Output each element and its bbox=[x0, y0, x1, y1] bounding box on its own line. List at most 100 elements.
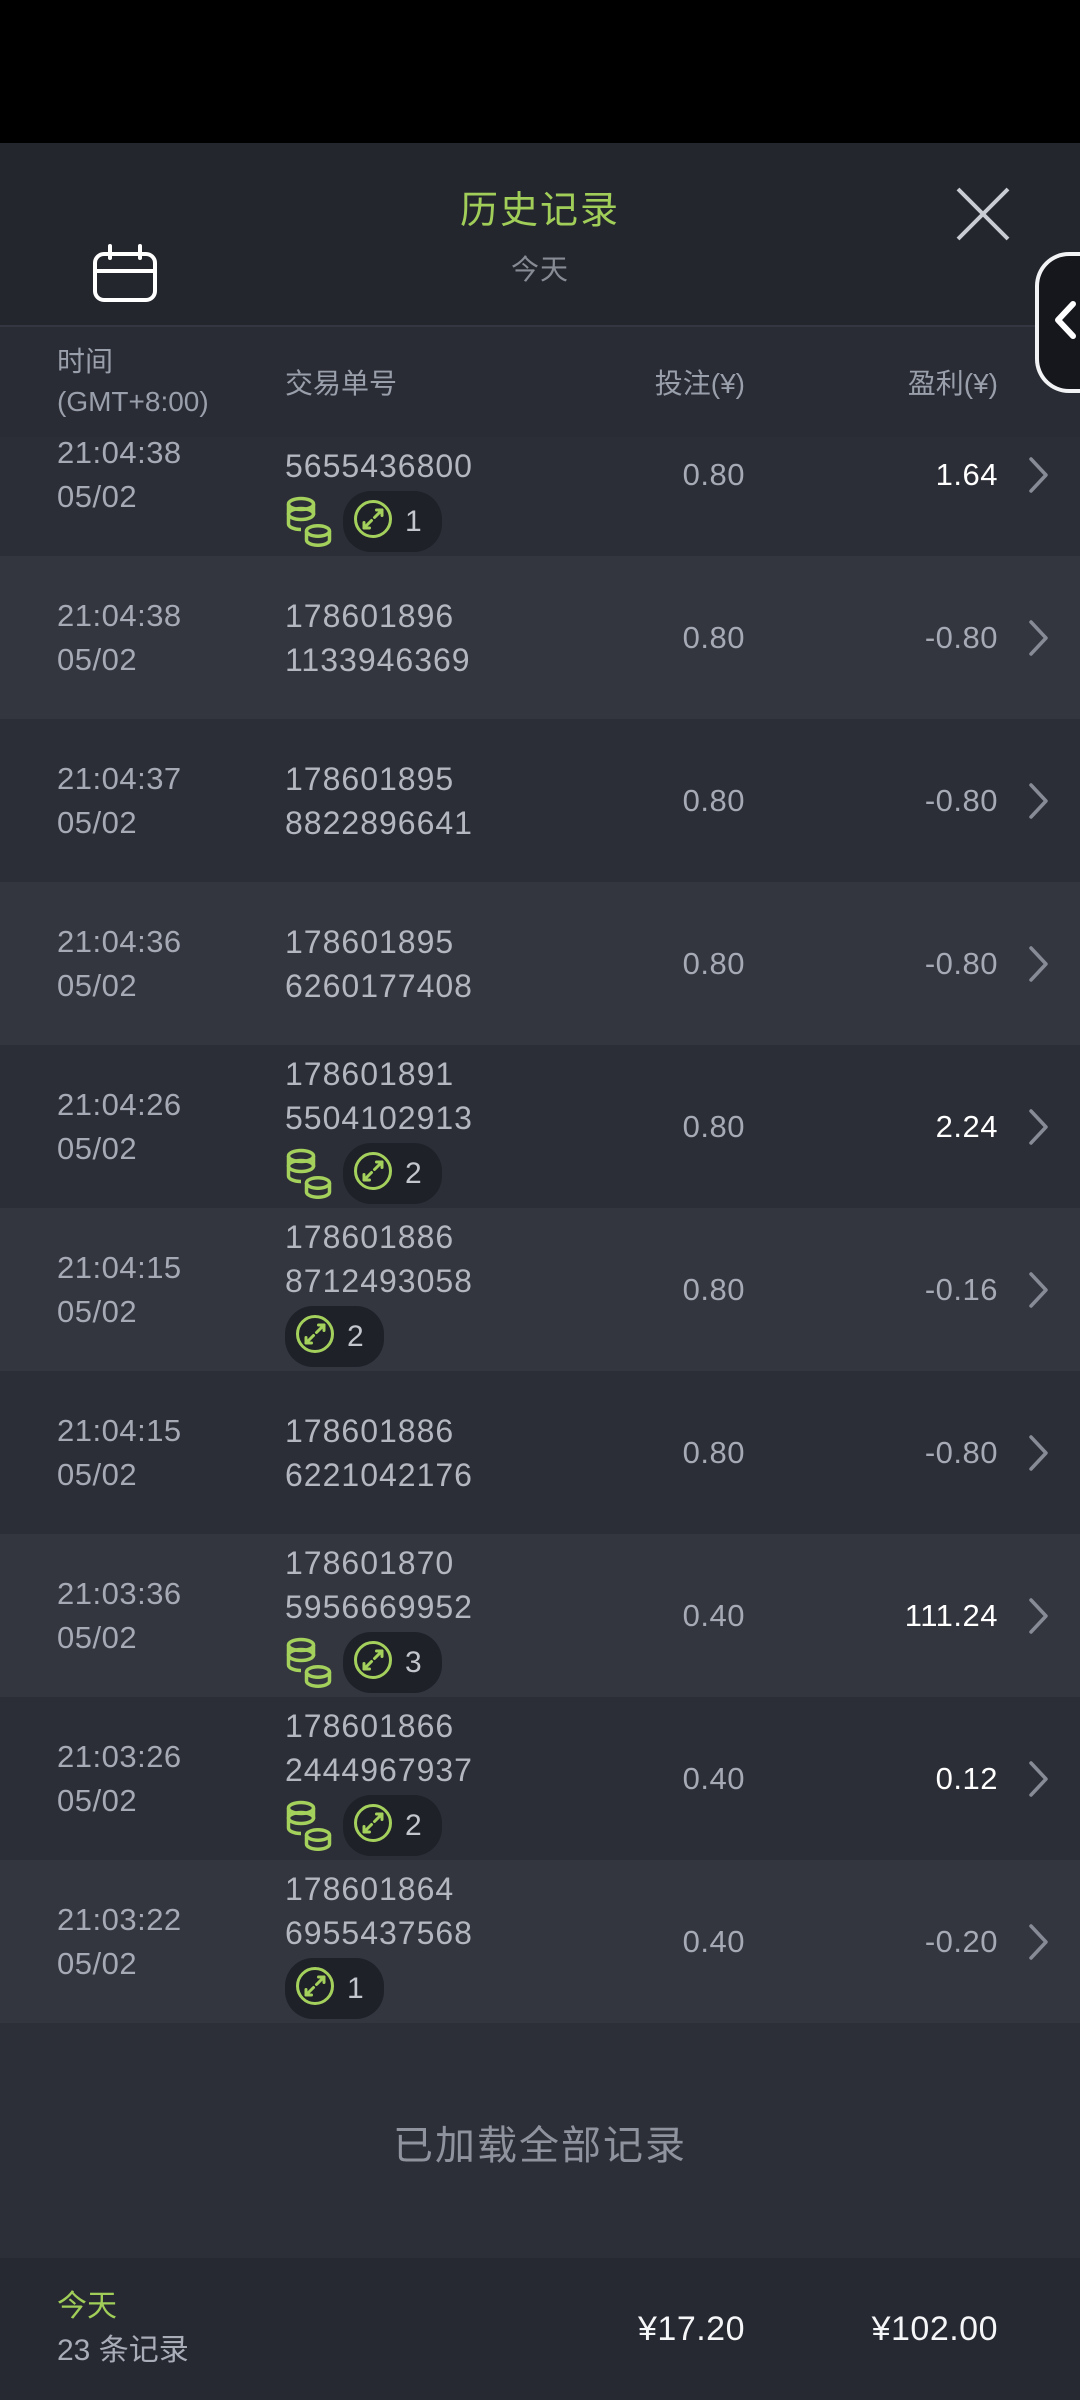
row-order-number: 178601886 6221042176 bbox=[285, 1412, 473, 1493]
close-button[interactable] bbox=[952, 183, 1014, 245]
row-profit: 0.12 bbox=[935, 1760, 998, 1796]
table-row[interactable]: 21:04:37 05/02 178601895 8822896641 0.80… bbox=[0, 719, 1080, 882]
rounds-badge: 2 bbox=[343, 1143, 442, 1204]
row-profit: -0.16 bbox=[924, 1271, 998, 1307]
column-time: 时间 (GMT+8:00) bbox=[57, 346, 209, 417]
row-profit: -0.80 bbox=[924, 619, 998, 655]
coins-icon bbox=[285, 1636, 333, 1690]
chevron-right-icon bbox=[998, 1432, 1080, 1474]
row-time: 21:04:15 05/02 bbox=[57, 1412, 182, 1492]
rounds-count: 3 bbox=[405, 1645, 422, 1679]
row-order-number: 178601895 6260177408 bbox=[285, 923, 473, 1004]
footer-day-block: 今天 23 条记录 bbox=[57, 2285, 595, 2373]
table-row[interactable]: 21:03:36 05/02 178601870 5956669952 bbox=[0, 1534, 1080, 1697]
column-header-row: 时间 (GMT+8:00) 交易单号 投注(¥) 盈利(¥) bbox=[0, 325, 1080, 437]
rounds-count: 2 bbox=[347, 1319, 364, 1353]
rounds-badge: 2 bbox=[285, 1306, 384, 1367]
row-badges: 2 bbox=[285, 1795, 595, 1856]
chevron-right-icon bbox=[998, 943, 1080, 985]
row-profit: 1.64 bbox=[935, 456, 998, 492]
row-order-number: 178601886 8712493058 bbox=[285, 1215, 595, 1367]
trade-arrows-icon bbox=[351, 1149, 395, 1198]
row-time: 21:04:38 05/02 bbox=[57, 597, 182, 677]
trade-arrows-icon bbox=[351, 1801, 395, 1850]
footer-day-label: 今天 bbox=[57, 2290, 117, 2323]
row-profit: 111.24 bbox=[904, 1597, 998, 1633]
row-time: 21:04:15 05/02 bbox=[57, 1249, 182, 1329]
trade-arrows-icon bbox=[293, 1964, 337, 2013]
row-badges: 2 bbox=[285, 1143, 595, 1204]
table-row[interactable]: 21:03:22 05/02 178601864 6955437568 bbox=[0, 1860, 1080, 2023]
history-list: 21:04:38 05/02 178601896 5655436800 bbox=[0, 393, 1080, 2023]
table-row[interactable]: 21:04:36 05/02 178601895 6260177408 0.80… bbox=[0, 882, 1080, 1045]
chevron-right-icon bbox=[998, 1269, 1080, 1311]
row-profit: -0.80 bbox=[924, 782, 998, 818]
rounds-count: 2 bbox=[405, 1156, 422, 1190]
footer-bet-total: ¥17.20 bbox=[638, 2309, 745, 2348]
column-profit: 盈利(¥) bbox=[907, 368, 998, 399]
rounds-badge: 2 bbox=[343, 1795, 442, 1856]
title-bar: 历史记录 今天 bbox=[0, 143, 1080, 325]
chevron-right-icon bbox=[998, 1106, 1080, 1148]
coins-icon bbox=[285, 1799, 333, 1853]
row-time: 21:03:36 05/02 bbox=[57, 1575, 182, 1655]
row-order-number: 178601895 8822896641 bbox=[285, 760, 473, 841]
row-bet: 0.80 bbox=[682, 782, 745, 818]
footer-profit-total: ¥102.00 bbox=[871, 2309, 998, 2348]
coins-icon bbox=[285, 495, 333, 549]
row-time: 21:04:26 05/02 bbox=[57, 1086, 182, 1166]
table-row[interactable]: 21:04:15 05/02 178601886 6221042176 0.80… bbox=[0, 1371, 1080, 1534]
table-row[interactable]: 21:04:15 05/02 178601886 8712493058 bbox=[0, 1208, 1080, 1371]
row-bet: 0.80 bbox=[682, 945, 745, 981]
all-loaded-note: 已加载全部记录 bbox=[393, 2124, 687, 2168]
row-order-number: 178601864 6955437568 bbox=[285, 1867, 595, 2019]
row-order-number: 178601896 1133946369 bbox=[285, 597, 471, 678]
trade-arrows-icon bbox=[293, 1312, 337, 1361]
rounds-badge: 1 bbox=[343, 491, 442, 552]
row-bet: 0.80 bbox=[682, 456, 745, 492]
calendar-button[interactable] bbox=[90, 241, 166, 307]
row-time: 21:04:36 05/02 bbox=[57, 923, 182, 1003]
row-bet: 0.80 bbox=[682, 619, 745, 655]
row-bet: 0.80 bbox=[682, 1434, 745, 1470]
column-bet: 投注(¥) bbox=[654, 368, 745, 399]
row-profit: 2.24 bbox=[935, 1108, 998, 1144]
row-bet: 0.80 bbox=[682, 1271, 745, 1307]
row-bet: 0.40 bbox=[682, 1923, 745, 1959]
table-row[interactable]: 21:03:26 05/02 178601866 2444967937 bbox=[0, 1697, 1080, 1860]
row-bet: 0.80 bbox=[682, 1108, 745, 1144]
drawer-handle[interactable] bbox=[1035, 252, 1080, 393]
row-time: 21:04:37 05/02 bbox=[57, 760, 182, 840]
table-row[interactable]: 21:04:38 05/02 178601896 1133946369 0.80… bbox=[0, 556, 1080, 719]
chevron-right-icon bbox=[998, 1921, 1080, 1963]
page-subtitle: 今天 bbox=[510, 254, 569, 285]
coins-icon bbox=[285, 1147, 333, 1201]
footer-record-count: 23 条记录 bbox=[57, 2334, 189, 2367]
row-profit: -0.20 bbox=[924, 1923, 998, 1959]
calendar-icon bbox=[90, 243, 166, 305]
row-badges: 3 bbox=[285, 1632, 595, 1693]
table-row[interactable]: 21:04:26 05/02 178601891 5504102913 bbox=[0, 1045, 1080, 1208]
row-order-number: 178601891 5504102913 bbox=[285, 1052, 595, 1204]
row-time: 21:04:38 05/02 bbox=[57, 434, 182, 514]
rounds-count: 1 bbox=[405, 504, 422, 538]
row-badges: 1 bbox=[285, 491, 595, 552]
status-bar bbox=[0, 0, 1080, 143]
chevron-left-icon bbox=[1051, 296, 1079, 349]
row-time: 21:03:26 05/02 bbox=[57, 1738, 182, 1818]
trade-arrows-icon bbox=[351, 1638, 395, 1687]
row-badges: 1 bbox=[285, 1958, 595, 2019]
row-profit: -0.80 bbox=[924, 1434, 998, 1470]
page-title: 历史记录 bbox=[459, 190, 620, 232]
chevron-right-icon bbox=[998, 1595, 1080, 1637]
close-icon bbox=[952, 187, 1014, 248]
row-time: 21:03:22 05/02 bbox=[57, 1901, 182, 1981]
rounds-count: 1 bbox=[347, 1971, 364, 2005]
chevron-right-icon bbox=[998, 780, 1080, 822]
chevron-right-icon bbox=[998, 454, 1080, 496]
row-profit: -0.80 bbox=[924, 945, 998, 981]
rounds-count: 2 bbox=[405, 1808, 422, 1842]
row-bet: 0.40 bbox=[682, 1597, 745, 1633]
row-order-number: 178601870 5956669952 bbox=[285, 1541, 595, 1693]
column-order: 交易单号 bbox=[285, 368, 398, 399]
